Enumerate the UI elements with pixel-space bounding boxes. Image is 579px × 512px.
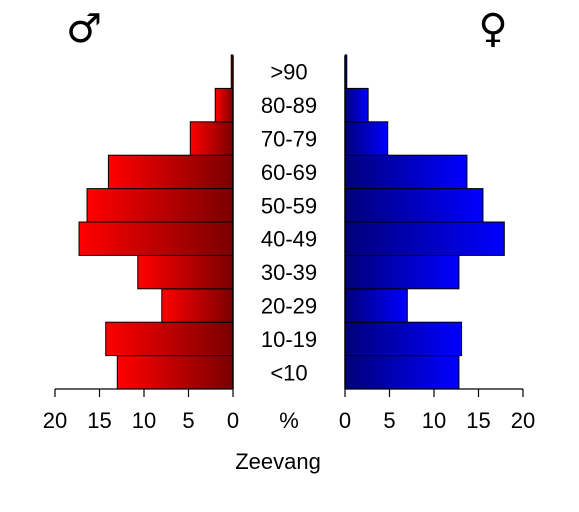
male-bar-5 [86,188,234,223]
age-label-9: >90 [270,60,307,85]
male-bar-8 [214,87,234,123]
male-tick-label-3: 5 [182,408,194,433]
male-bar-7 [189,121,234,156]
male-symbol: ♂ [66,6,102,52]
female-bar-8 [344,87,369,123]
age-label-6: 60-69 [261,160,317,185]
age-group-labels: <10 10-19 20-29 30-39 40-49 50-59 60-69 70-79 80… [261,60,317,386]
x-axis-title: Zeevang [235,449,321,474]
age-label-4: 40-49 [261,227,317,252]
male-bar-1 [105,321,234,357]
male-tick-label-2: 10 [132,408,156,433]
age-label-3: 30-39 [261,260,317,285]
female-bar-6 [344,154,468,190]
age-label-7: 70-79 [261,127,317,152]
male-tick-label-4: 0 [227,408,239,433]
male-bar-3 [137,254,234,290]
female-tick-label-3: 15 [466,408,490,433]
male-bar-0 [116,355,234,390]
male-bar-6 [107,154,234,190]
male-tick-label-0: 20 [43,408,67,433]
female-bar-5 [344,188,484,223]
female-tick-label-2: 10 [422,408,446,433]
male-bar-4 [78,221,234,256]
male-x-axis: 20 15 10 5 0 [43,388,239,433]
female-symbol: ♀ [478,6,507,52]
age-label-1: 10-19 [261,327,317,352]
female-tick-label-0: 0 [339,408,351,433]
female-bar-2 [344,288,408,323]
female-bar-3 [344,254,460,290]
female-tick-label-4: 20 [511,408,535,433]
age-label-0: <10 [270,360,307,385]
female-x-axis: 0 5 10 15 20 [339,388,535,433]
age-label-8: 80-89 [261,93,317,118]
female-tick-label-1: 5 [383,408,395,433]
female-bar-1 [344,321,463,357]
age-label-5: 50-59 [261,193,317,218]
female-bar-4 [344,221,505,256]
male-tick-label-1: 15 [87,408,111,433]
male-bars [78,54,234,390]
female-bar-7 [344,121,389,156]
female-bar-0 [344,355,460,390]
center-unit-label: % [279,408,299,433]
female-bars [344,54,505,390]
male-bar-2 [161,288,234,323]
age-label-2: 20-29 [261,294,317,319]
